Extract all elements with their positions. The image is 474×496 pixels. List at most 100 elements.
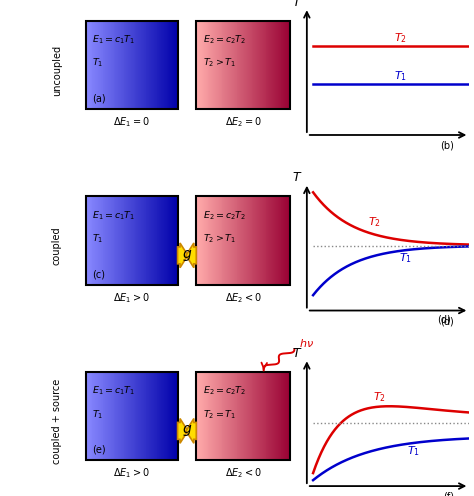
Bar bbox=[236, 372, 237, 460]
Bar bbox=[136, 196, 137, 285]
Bar bbox=[168, 20, 170, 109]
Bar bbox=[256, 372, 257, 460]
Bar bbox=[203, 196, 204, 285]
Bar bbox=[244, 20, 246, 109]
Bar bbox=[245, 196, 246, 285]
Bar bbox=[117, 196, 118, 285]
Bar bbox=[209, 20, 210, 109]
Bar bbox=[257, 372, 258, 460]
Bar bbox=[277, 20, 278, 109]
Bar bbox=[204, 20, 205, 109]
Bar bbox=[172, 372, 173, 460]
Bar bbox=[156, 196, 158, 285]
Bar bbox=[146, 372, 147, 460]
Bar bbox=[115, 20, 117, 109]
Bar bbox=[93, 372, 95, 460]
Bar bbox=[96, 196, 98, 285]
Bar bbox=[112, 20, 113, 109]
Bar bbox=[165, 20, 166, 109]
Bar bbox=[208, 196, 209, 285]
Bar bbox=[87, 372, 88, 460]
Bar bbox=[173, 20, 174, 109]
Bar bbox=[266, 196, 268, 285]
Text: $T$: $T$ bbox=[292, 171, 303, 184]
Bar bbox=[281, 20, 282, 109]
Bar bbox=[209, 196, 210, 285]
Bar bbox=[137, 372, 138, 460]
Bar bbox=[115, 372, 117, 460]
Bar bbox=[196, 372, 198, 460]
FancyArrow shape bbox=[178, 419, 188, 443]
Bar bbox=[285, 372, 287, 460]
Bar bbox=[232, 196, 233, 285]
Bar bbox=[167, 196, 169, 285]
Bar bbox=[101, 20, 103, 109]
Bar bbox=[280, 372, 281, 460]
Bar bbox=[197, 372, 199, 460]
Bar bbox=[139, 372, 140, 460]
Bar bbox=[97, 20, 99, 109]
Bar bbox=[161, 20, 163, 109]
Bar bbox=[134, 20, 135, 109]
Bar bbox=[229, 196, 230, 285]
Bar bbox=[249, 196, 250, 285]
Bar bbox=[218, 372, 219, 460]
Bar bbox=[95, 196, 97, 285]
Text: $T_1$: $T_1$ bbox=[92, 57, 104, 69]
Bar bbox=[262, 20, 263, 109]
Bar bbox=[256, 196, 257, 285]
Bar bbox=[135, 372, 136, 460]
Bar bbox=[169, 372, 171, 460]
Bar bbox=[137, 196, 138, 285]
Bar bbox=[234, 20, 235, 109]
Bar bbox=[223, 196, 225, 285]
Bar bbox=[118, 196, 119, 285]
Bar bbox=[131, 372, 132, 460]
Bar bbox=[266, 372, 268, 460]
Bar bbox=[262, 372, 263, 460]
Bar bbox=[128, 372, 129, 460]
Bar bbox=[123, 196, 124, 285]
Bar bbox=[99, 20, 100, 109]
Bar bbox=[263, 372, 264, 460]
Bar bbox=[243, 372, 245, 460]
Bar bbox=[112, 372, 113, 460]
Bar bbox=[277, 196, 278, 285]
Bar bbox=[87, 20, 88, 109]
Bar bbox=[218, 20, 219, 109]
Bar bbox=[240, 20, 242, 109]
Bar bbox=[107, 372, 109, 460]
Bar bbox=[221, 20, 223, 109]
Bar bbox=[91, 20, 92, 109]
Bar bbox=[155, 372, 157, 460]
Bar bbox=[152, 20, 153, 109]
Bar bbox=[253, 372, 254, 460]
Bar bbox=[234, 196, 235, 285]
Bar bbox=[257, 196, 258, 285]
Bar bbox=[119, 20, 120, 109]
Bar bbox=[169, 20, 171, 109]
Bar bbox=[103, 20, 105, 109]
Bar bbox=[138, 20, 139, 109]
Text: $T_1$: $T_1$ bbox=[407, 444, 420, 458]
Bar bbox=[269, 196, 271, 285]
Bar bbox=[101, 372, 103, 460]
Bar bbox=[175, 20, 176, 109]
Bar bbox=[265, 20, 267, 109]
Bar bbox=[149, 20, 151, 109]
Text: coupled + source: coupled + source bbox=[52, 378, 62, 464]
Bar bbox=[285, 20, 287, 109]
Bar bbox=[122, 20, 123, 109]
Bar bbox=[93, 196, 95, 285]
Bar bbox=[260, 196, 261, 285]
Bar bbox=[278, 196, 279, 285]
Bar bbox=[144, 196, 145, 285]
Bar bbox=[163, 372, 164, 460]
Bar bbox=[100, 196, 102, 285]
Bar bbox=[131, 20, 132, 109]
Bar bbox=[147, 20, 149, 109]
Bar bbox=[247, 372, 248, 460]
Bar bbox=[237, 372, 239, 460]
Bar bbox=[132, 20, 133, 109]
Bar bbox=[219, 20, 220, 109]
